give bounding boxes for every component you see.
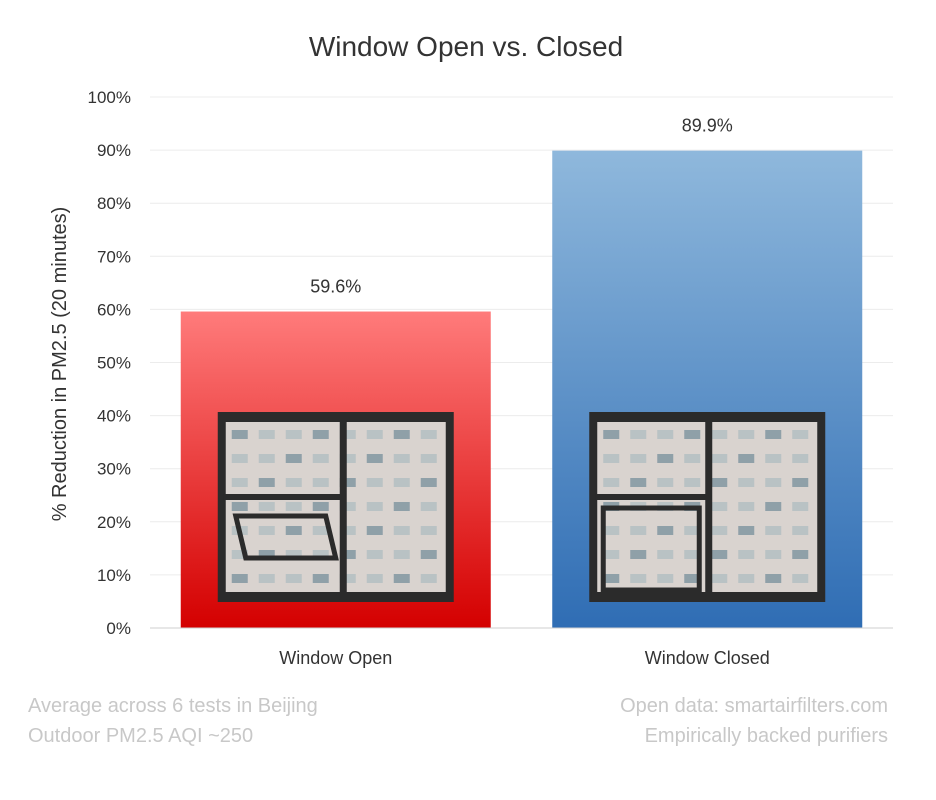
window-closed-photo [589, 412, 826, 602]
chart-title: Window Open vs. Closed [309, 31, 623, 62]
footnote-right-line-1: Open data: smartairfilters.com [620, 695, 888, 717]
data-label: 89.9% [682, 116, 733, 136]
y-tick-label: 40% [97, 407, 131, 426]
y-tick-label: 80% [97, 194, 131, 213]
footnote-right-line-2: Empirically backed purifiers [644, 725, 888, 747]
data-labels: 59.6% 89.9% [310, 116, 733, 297]
y-tick-label: 60% [97, 300, 131, 319]
y-tick-label: 0% [106, 619, 131, 638]
y-axis-label: % Reduction in PM2.5 (20 minutes) [49, 207, 71, 522]
y-tick-label: 90% [97, 141, 131, 160]
footnote-left-line-1: Average across 6 tests in Beijing [28, 695, 318, 717]
y-tick-labels: 0% 10% 20% 30% 40% 50% 60% 70% 80% 90% 100% [88, 88, 131, 638]
y-tick-label: 30% [97, 460, 131, 479]
data-label: 59.6% [310, 277, 361, 297]
window-open-photo [217, 412, 454, 602]
category-labels: Window Open Window Closed [279, 648, 770, 668]
window-photos [217, 412, 826, 602]
y-tick-label: 70% [97, 247, 131, 266]
y-tick-label: 50% [97, 354, 131, 373]
bar-chart: Window Open vs. Closed % Reduction in PM… [49, 31, 893, 668]
x-tick-label: Window Closed [645, 648, 770, 668]
y-tick-label: 10% [97, 566, 131, 585]
y-tick-label: 100% [88, 88, 131, 107]
footnote-left: Average across 6 tests in Beijing Outdoo… [28, 691, 318, 751]
footnote-right: Open data: smartairfilters.com Empirical… [620, 691, 888, 751]
footnote-left-line-2: Outdoor PM2.5 AQI ~250 [28, 725, 254, 747]
y-tick-label: 20% [97, 513, 131, 532]
x-tick-label: Window Open [279, 648, 392, 668]
